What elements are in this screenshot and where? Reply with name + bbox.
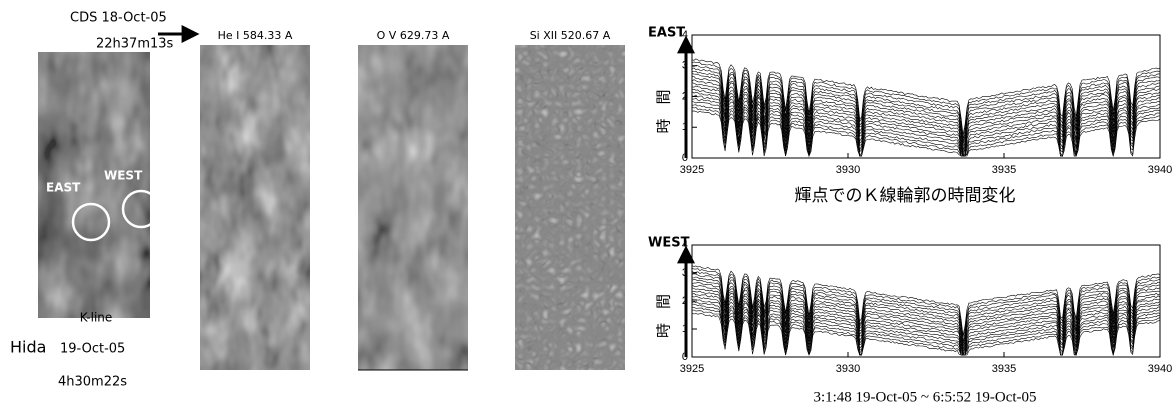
- spectrum-line: [691, 282, 1160, 352]
- spectrum-line: [691, 94, 1161, 157]
- west-label: WEST: [104, 169, 143, 183]
- spectrum-line: [691, 284, 1161, 355]
- spectrum-line: [691, 85, 1161, 157]
- y-tick-label: 0: [682, 152, 688, 164]
- x-tick-label: 3935: [992, 164, 1016, 176]
- x-tick-label: 3940: [1148, 363, 1172, 375]
- spectrum-line: [691, 279, 1161, 349]
- spectrum-line: [691, 88, 1161, 157]
- plots-title: 輝点でのＫ線輪郭の時間変化: [795, 186, 1016, 206]
- spectrum-line: [691, 91, 1161, 157]
- spectrum-line: [691, 301, 1161, 356]
- x-tick-label: 3925: [680, 164, 704, 176]
- he-image: [200, 45, 310, 370]
- spectrum-line: [691, 298, 1160, 356]
- spectrum-line: [691, 290, 1161, 356]
- kline-label: K-line: [80, 311, 113, 325]
- spectrum-line: [691, 82, 1161, 157]
- spectrum-line: [691, 309, 1161, 356]
- y-tick-label: 1: [682, 121, 688, 133]
- spectrum-line: [691, 61, 1161, 139]
- y-axis-label: 時間: [655, 280, 673, 338]
- spectrum-line: [691, 64, 1161, 141]
- hida-date: 19-Oct-05: [60, 342, 125, 357]
- image-label: He I 584.33 A: [218, 29, 293, 42]
- spectrum-line: [691, 79, 1161, 157]
- spectrum-line: [691, 73, 1160, 150]
- spectrum-line: [691, 273, 1161, 344]
- o-image: [358, 45, 468, 370]
- spectrum-line: [691, 110, 1161, 158]
- si-image: [515, 45, 625, 370]
- hida-name: Hida: [10, 338, 46, 357]
- cds-time: 22h37m13s: [96, 37, 174, 52]
- y-tick-label: 2: [682, 295, 688, 307]
- spectrum-line: [691, 67, 1161, 143]
- spectrum-line: [692, 303, 1161, 356]
- x-tick-label: 3930: [836, 363, 860, 375]
- west-circle: [121, 189, 161, 229]
- spectrum-line: [691, 265, 1161, 336]
- spectrum-line: [691, 287, 1161, 356]
- y-tick-label: 3: [682, 267, 688, 279]
- spectrum-line: [691, 312, 1161, 357]
- spectrum-line: [691, 295, 1161, 356]
- image-label: Si XII 520.67 A: [530, 29, 611, 42]
- spectrum-line: [691, 271, 1161, 342]
- spectrum-line: [691, 101, 1161, 157]
- x-tick-label: 3940: [1148, 164, 1172, 176]
- east-label: EAST: [46, 181, 81, 195]
- hida-time: 4h30m22s: [58, 375, 127, 390]
- y-tick-label: 3: [682, 60, 688, 72]
- panel-label: EAST: [648, 26, 685, 41]
- x-tick-label: 3935: [992, 363, 1016, 375]
- east-circle: [71, 202, 111, 242]
- y-tick-label: 4: [682, 239, 688, 251]
- y-axis-label: 時間: [655, 75, 673, 133]
- y-tick-label: 1: [682, 323, 688, 335]
- spectrum-line: [691, 104, 1161, 157]
- hida-image: [38, 52, 150, 318]
- spectrum-line: [692, 97, 1161, 157]
- spectrum-line: [691, 70, 1161, 146]
- x-tick-label: 3925: [680, 363, 704, 375]
- x-tick-label: 3930: [836, 164, 860, 176]
- spectrum-line: [692, 76, 1161, 153]
- spectrum-line: [691, 267, 1161, 337]
- y-tick-label: 2: [682, 90, 688, 102]
- y-tick-label: 0: [682, 351, 688, 363]
- spectrum-line: [691, 293, 1161, 356]
- spectrum-line: [691, 276, 1161, 346]
- plots-footer: 3:1:48 19-Oct-05 ~ 6:5:52 19-Oct-05: [813, 389, 1036, 405]
- spectrum-line: [691, 306, 1161, 356]
- cds-label: CDS 18-Oct-05: [70, 11, 167, 26]
- y-tick-label: 4: [682, 29, 688, 41]
- spectrum-line: [691, 58, 1161, 135]
- image-label: O V 629.73 A: [377, 29, 450, 42]
- spectrum-line: [691, 106, 1161, 158]
